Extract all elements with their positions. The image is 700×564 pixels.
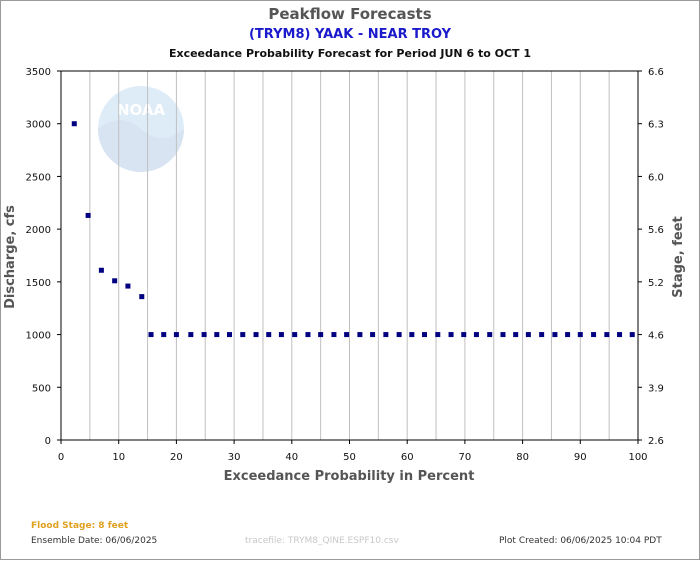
tracefile-name: tracefile: TRYM8_QINE.ESPF10.csv: [245, 536, 399, 546]
x-axis-label: Exceedance Probability in Percent: [224, 469, 475, 484]
data-point: [98, 267, 104, 273]
data-point: [565, 332, 571, 338]
data-point: [396, 332, 402, 338]
x-tick-label: 30: [228, 452, 241, 463]
data-point: [357, 332, 363, 338]
y2-tick-label: 5.2: [648, 278, 664, 289]
x-tick-label: 10: [112, 452, 125, 463]
y-tick-label: 0: [45, 436, 51, 447]
forecast-period: Exceedance Probability Forecast for Peri…: [169, 47, 531, 60]
y-tick-label: 2500: [26, 172, 51, 183]
x-tick-label: 70: [459, 452, 472, 463]
data-point: [139, 294, 145, 300]
ensemble-date: Ensemble Date: 06/06/2025: [31, 536, 157, 546]
data-points: [71, 121, 635, 338]
data-point: [173, 332, 179, 338]
data-point: [305, 332, 311, 338]
data-point: [148, 332, 154, 338]
data-point: [513, 332, 519, 338]
y2-tick-label: 6.3: [648, 120, 664, 131]
data-point: [591, 332, 597, 338]
y-tick-label: 1000: [26, 331, 51, 342]
data-point: [617, 332, 623, 338]
data-point: [629, 332, 635, 338]
data-point: [577, 332, 583, 338]
data-point: [292, 332, 298, 338]
data-point: [112, 278, 118, 284]
station-subtitle: (TRYM8) YAAK - NEAR TROY: [249, 27, 452, 42]
flood-stage-note: Flood Stage: 8 feet: [31, 521, 129, 531]
data-point: [85, 212, 91, 218]
data-point: [266, 332, 272, 338]
data-point: [487, 332, 493, 338]
y-tick-label: 3500: [26, 67, 51, 78]
chart-title: Peakflow Forecasts: [268, 5, 431, 23]
data-point: [253, 332, 259, 338]
data-point: [409, 332, 415, 338]
data-point: [201, 332, 207, 338]
data-point: [422, 332, 428, 338]
data-point: [214, 332, 220, 338]
data-point: [344, 332, 350, 338]
data-point: [604, 332, 610, 338]
y2-tick-label: 4.6: [648, 331, 664, 342]
data-point: [226, 332, 232, 338]
data-point: [318, 332, 324, 338]
x-tick-label: 80: [516, 452, 529, 463]
data-point: [552, 332, 558, 338]
data-point: [383, 332, 389, 338]
y-axis-ticks: 0 500 1000 1500 2000 2500 3000 3500: [26, 67, 61, 447]
y2-tick-label: 2.6: [648, 436, 664, 447]
x-tick-label: 60: [401, 452, 414, 463]
y2-axis-label: Stage, feet: [671, 216, 686, 297]
data-point: [188, 332, 194, 338]
data-point: [71, 121, 77, 127]
data-point: [240, 332, 246, 338]
data-point: [370, 332, 376, 338]
data-point: [525, 332, 531, 338]
x-tick-label: 90: [574, 452, 587, 463]
x-tick-label: 40: [285, 452, 298, 463]
noaa-logo-text: NOAA: [117, 101, 166, 119]
x-axis-ticks: 0 10 20 30 40 50 60 70 80 90 100: [58, 440, 648, 463]
y2-tick-label: 3.9: [648, 383, 664, 394]
y2-tick-label: 6.0: [648, 172, 664, 183]
y2-tick-label: 5.6: [648, 225, 664, 236]
plot-created: Plot Created: 06/06/2025 10:04 PDT: [499, 536, 662, 546]
data-point: [500, 332, 506, 338]
data-point: [461, 332, 467, 338]
data-point: [539, 332, 545, 338]
y-tick-label: 2000: [26, 225, 51, 236]
data-point: [448, 332, 454, 338]
y-tick-label: 1500: [26, 278, 51, 289]
x-tick-label: 100: [628, 452, 647, 463]
y-tick-label: 3000: [26, 120, 51, 131]
y-tick-label: 500: [32, 383, 51, 394]
y2-tick-label: 6.6: [648, 67, 664, 78]
y-axis-label: Discharge, cfs: [3, 205, 18, 309]
grid-lines: [89, 71, 610, 440]
data-point: [161, 332, 167, 338]
data-point: [473, 332, 479, 338]
y2-axis-ticks: 2.6 3.9 4.6 5.2 5.6 6.0 6.3 6.6: [638, 67, 664, 447]
data-point: [125, 283, 131, 289]
x-tick-label: 50: [343, 452, 356, 463]
x-tick-label: 20: [170, 452, 183, 463]
data-point: [331, 332, 337, 338]
noaa-logo-watermark: NOAA: [98, 86, 184, 172]
data-point: [278, 332, 284, 338]
x-tick-label: 0: [58, 452, 64, 463]
data-point: [435, 332, 441, 338]
